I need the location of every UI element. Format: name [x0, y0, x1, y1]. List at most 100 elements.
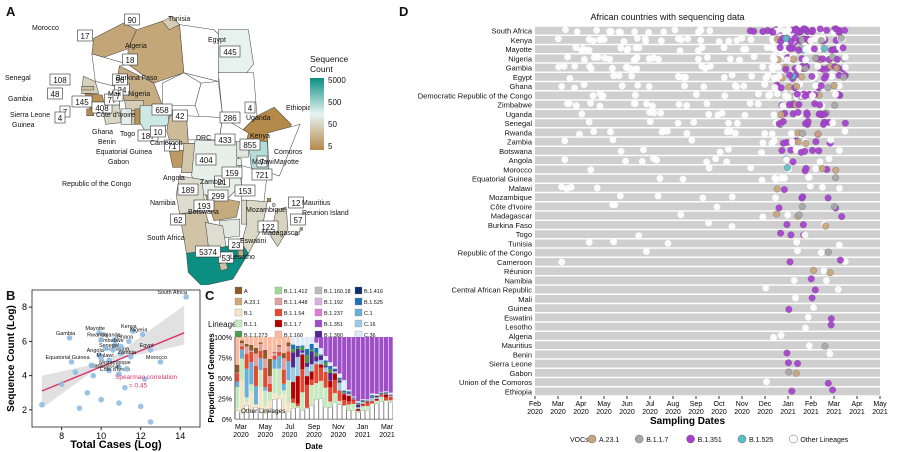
- count-label-equatorial-guinea: 187: [141, 132, 155, 141]
- row-band-zambia: [535, 137, 880, 146]
- dot-democratic-republic-of-the-congo-22: [832, 90, 840, 98]
- dot-angola-8: [712, 155, 720, 163]
- bar-32-c-16: [384, 393, 389, 395]
- bar-11-b-1-1-54: [286, 351, 291, 362]
- dot-mayotte-32: [802, 45, 810, 53]
- dot-central-african-republic-1: [811, 286, 819, 294]
- point-24: [58, 381, 65, 387]
- dot-senegal-0: [690, 118, 698, 126]
- country-rwanda: [236, 158, 242, 166]
- dot-malawi-5: [773, 185, 781, 193]
- dot-senegal-15: [646, 118, 654, 126]
- bar-25-b-1-1-7: [351, 399, 356, 401]
- dot-mayotte-17: [572, 44, 580, 52]
- map-label-angola: Angola: [163, 175, 185, 182]
- bar-9-b-1: [277, 395, 282, 399]
- count-box-malawi: [221, 166, 243, 179]
- regression-line: [41, 332, 185, 392]
- x-tick-8: 8: [59, 431, 64, 441]
- chart-title: African countries with sequencing data: [590, 12, 744, 22]
- legend-dot-b-1-351: [686, 434, 695, 444]
- dot-kenya-49: [782, 35, 790, 42]
- legend-tick-2: 50: [328, 120, 337, 129]
- bar-12-b-1-1: [291, 402, 296, 409]
- count-box-reunion-island: [290, 213, 306, 226]
- country-somalia: [267, 124, 301, 177]
- dot-lesotho-0: [827, 321, 835, 329]
- bar-3-b-1: [249, 391, 254, 412]
- dot-rwanda-4: [787, 130, 795, 137]
- x-tick-1-month: Mar: [552, 401, 565, 408]
- dot-gambia-32: [814, 62, 822, 70]
- dot-uganda-21: [821, 110, 829, 118]
- legend-title: Lineage: [208, 320, 237, 329]
- country-mauritius: [299, 227, 303, 231]
- point-label-south-africa: South Africa: [157, 290, 188, 296]
- x-tick-13-year: 2021: [826, 409, 842, 416]
- x-tick-2-month: Jul: [285, 424, 294, 431]
- x-tick-9-month: Nov: [736, 401, 749, 408]
- bar-13-c-36: [295, 337, 300, 346]
- row-label-benin: Benin: [513, 350, 532, 359]
- dot-malawi-6: [593, 184, 601, 192]
- bar-11-other: [286, 411, 291, 420]
- point-31: [116, 400, 122, 406]
- legend-dot-other-lineages: [789, 434, 798, 444]
- map-label-eswatini: Eswatini: [240, 238, 267, 245]
- dot-botswana-7: [835, 147, 843, 154]
- bar-11-b-1-1: [286, 380, 291, 403]
- count-label-egypt: 445: [223, 48, 237, 57]
- bar-27-b-1-1: [360, 406, 365, 411]
- dot-zambia-6: [788, 138, 796, 146]
- dot-kenya-48: [620, 38, 628, 45]
- dot-nigeria-40: [655, 55, 663, 63]
- dot-zimbabwe-8: [816, 101, 824, 109]
- map-label-senegal: Senegal: [5, 75, 31, 82]
- bar-28-b-1-1: [365, 405, 370, 411]
- map-label-reunion-island: Reunion Island: [302, 210, 349, 217]
- legend-label-b-1-1: B.1.1: [244, 322, 257, 328]
- bar-23-b-1-1-273: [342, 392, 347, 393]
- legend-label-b-1-416: B.1.416: [364, 289, 383, 295]
- bar-10-other: [281, 412, 286, 420]
- dot-egypt-24: [748, 72, 756, 80]
- count-box-gabon: [150, 125, 166, 138]
- dot-c-te-d-ivoire-5: [830, 203, 838, 211]
- row-band-egypt: [535, 72, 880, 81]
- bar-12-c-36: [291, 337, 296, 345]
- x-tick-11-year: 2021: [780, 409, 796, 416]
- bar-33-c-36: [388, 392, 393, 395]
- point-label-malawi: Malawi: [97, 353, 114, 359]
- count-label-drc: 404: [199, 156, 213, 165]
- point-label-egypt: Egypt: [140, 343, 155, 349]
- dot-zambia-2: [688, 136, 696, 144]
- dot-mayotte-42: [810, 45, 818, 53]
- dot-democratic-republic-of-the-congo-6: [589, 92, 597, 100]
- point-label-morocco: Morocco: [146, 355, 167, 361]
- x-tick-4-month: Nov: [332, 424, 345, 431]
- bar-30-c-16: [374, 397, 379, 399]
- bar-16-b-1-1: [309, 385, 314, 406]
- legend-dot-a-23-1: [587, 434, 597, 444]
- dot-mayotte-36: [830, 46, 838, 54]
- count-box-senegal: [49, 73, 71, 86]
- row-label-mayotte: Mayotte: [505, 45, 532, 54]
- dot-botswana-11: [809, 146, 816, 154]
- legend-tick-0: 5000: [328, 76, 346, 85]
- bar-24-b-1-1-7: [346, 395, 351, 402]
- x-tick-3-year: 2020: [596, 409, 612, 416]
- map-label-zambia: Zambia: [200, 179, 223, 186]
- dot-cameroon-2: [836, 256, 844, 264]
- dot-ghana-26: [817, 82, 825, 90]
- dot-namibia-2: [807, 275, 815, 283]
- bar-29-b-1-1-273: [370, 396, 375, 398]
- point-20: [124, 365, 130, 372]
- bar-31-b-1-1-54: [379, 394, 384, 397]
- row-band-benin: [535, 350, 880, 359]
- x-tick-14: 14: [175, 431, 185, 441]
- map-label-morocco: Morocco: [32, 25, 59, 32]
- legend-swatch-b-1-192: [314, 297, 323, 306]
- legend-swatch-b-1-160: [274, 330, 283, 339]
- dot-botswana-1: [639, 146, 647, 154]
- point-33: [147, 419, 154, 425]
